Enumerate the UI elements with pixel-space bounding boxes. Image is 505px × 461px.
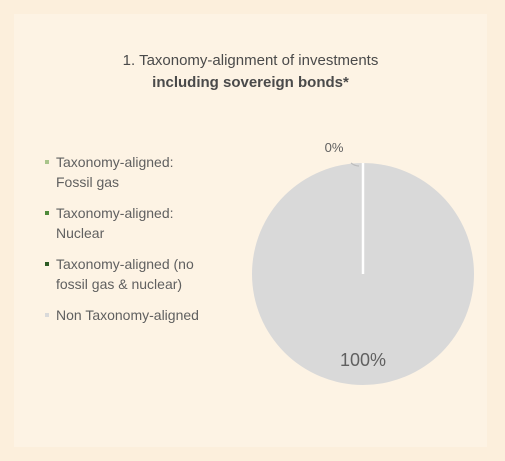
chart-title: 1. Taxonomy-alignment of investments inc…: [14, 50, 487, 94]
legend-item-non-aligned: Non Taxonomy-aligned: [44, 305, 254, 325]
legend-label-line1: Non Taxonomy-aligned: [56, 307, 199, 323]
legend-swatch-fossil-gas: [45, 160, 49, 164]
chart-title-line2: including sovereign bonds*: [152, 74, 349, 91]
data-label-non-aligned: 100%: [340, 350, 386, 370]
chart-title-line1: 1. Taxonomy-alignment of investments: [122, 52, 379, 69]
legend-item-fossil-gas: Taxonomy-aligned: Fossil gas: [44, 152, 254, 192]
legend-swatch-nuclear: [45, 211, 49, 215]
legend-swatch-non-aligned: [45, 313, 49, 317]
legend-label-line1: Taxonomy-aligned (no: [56, 256, 194, 272]
legend-label-line2: Fossil gas: [56, 174, 120, 190]
legend-label-line2: Nuclear: [56, 225, 105, 241]
legend-label-line1: Taxonomy-aligned:: [56, 154, 174, 170]
chart-legend: Taxonomy-aligned: Fossil gas Taxonomy-al…: [44, 152, 254, 336]
pie-slices: [252, 163, 474, 385]
legend-label-line1: Taxonomy-aligned:: [56, 205, 174, 221]
chart-card: 1. Taxonomy-alignment of investments inc…: [14, 14, 487, 447]
legend-item-aligned-other: Taxonomy-aligned (no fossil gas & nuclea…: [44, 254, 254, 294]
legend-label-line2: fossil gas & nuclear): [56, 276, 183, 292]
pie-chart: 0% 100%: [252, 140, 474, 385]
legend-item-nuclear: Taxonomy-aligned: Nuclear: [44, 203, 254, 243]
legend-swatch-aligned-other: [45, 262, 49, 266]
data-label-aligned: 0%: [325, 140, 344, 155]
data-label-leader-line: [350, 162, 360, 167]
